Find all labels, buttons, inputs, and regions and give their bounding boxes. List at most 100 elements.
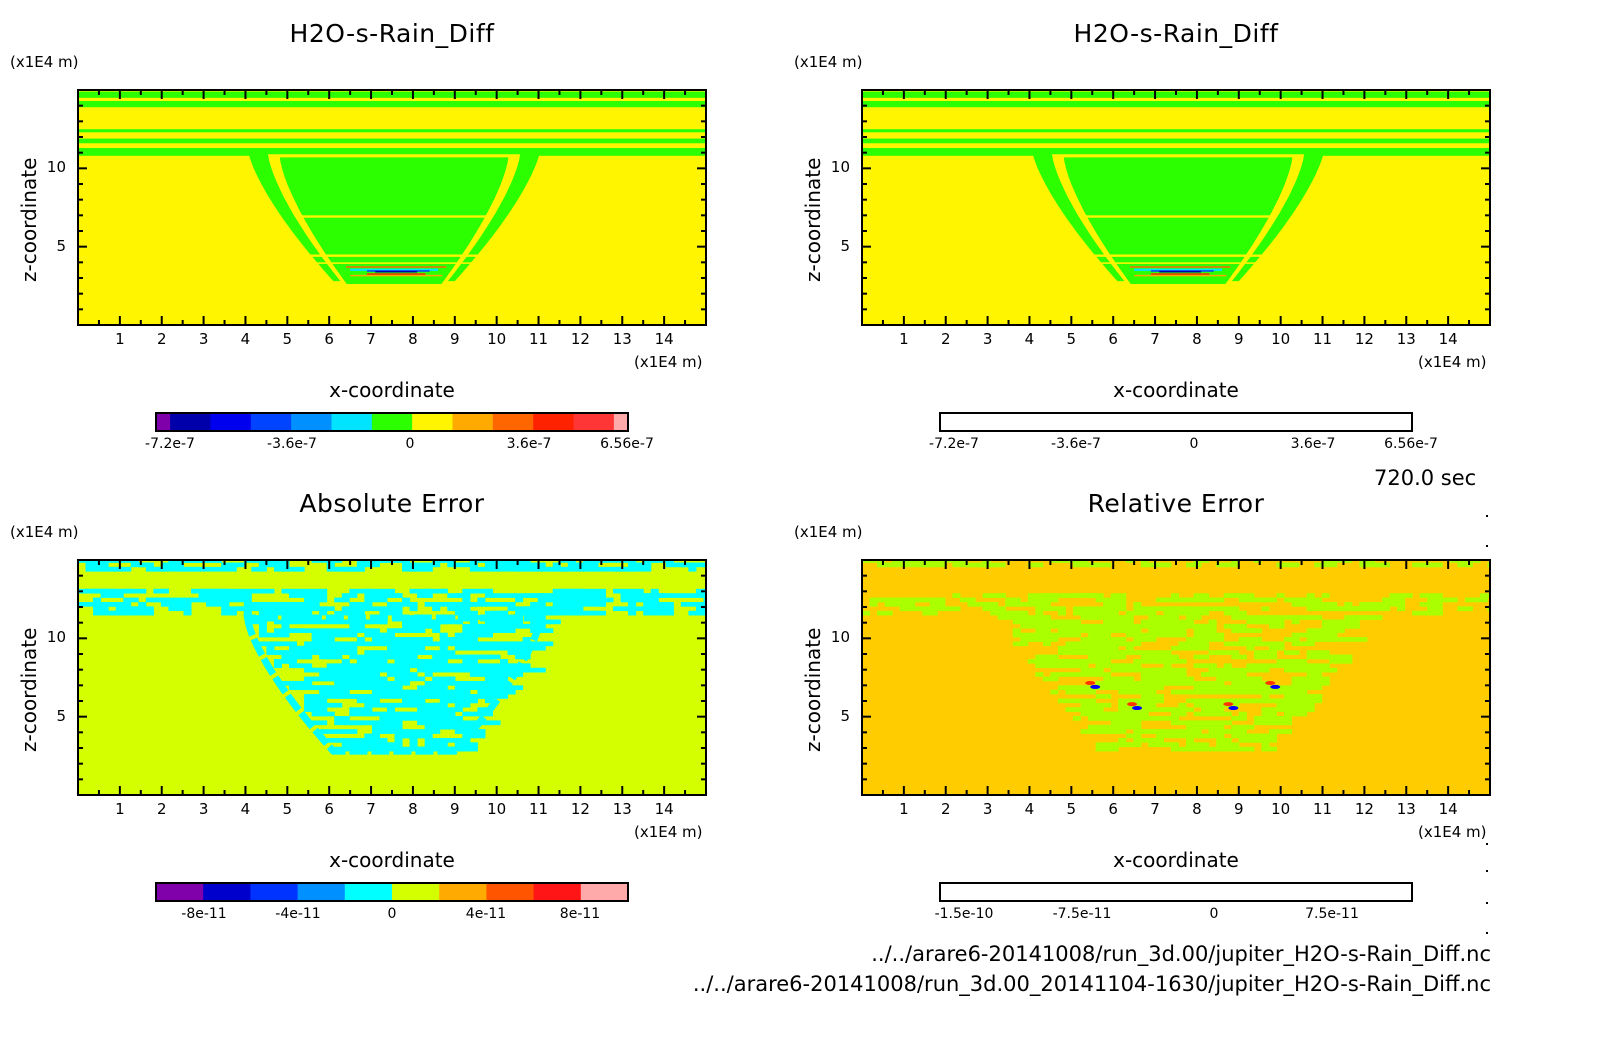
contour-cell bbox=[1073, 593, 1097, 598]
contour-cell bbox=[1080, 667, 1104, 673]
contour-cell bbox=[386, 707, 396, 712]
contour-cell bbox=[1133, 680, 1157, 686]
contour-cell bbox=[1140, 676, 1172, 682]
contour-cell bbox=[1073, 716, 1082, 721]
contour-cell bbox=[1073, 606, 1089, 612]
contour-cell bbox=[108, 601, 117, 607]
contour-cell bbox=[379, 659, 388, 664]
contour-cell bbox=[507, 560, 516, 563]
contour-cell bbox=[432, 654, 448, 660]
contour-cell bbox=[1208, 733, 1217, 739]
contour-cell bbox=[281, 588, 298, 594]
x-axis-unit: (x1E4 m) bbox=[634, 823, 703, 841]
contour-cell bbox=[432, 667, 441, 673]
contour-cell bbox=[665, 560, 674, 563]
contour-cell bbox=[1057, 645, 1066, 651]
contour-cell bbox=[695, 606, 706, 612]
contour-cell bbox=[1095, 641, 1104, 647]
x-tick-label: 14 bbox=[654, 330, 674, 348]
contour-cell bbox=[1193, 641, 1210, 647]
contour-cell bbox=[1035, 628, 1051, 633]
contour-cell bbox=[432, 707, 441, 712]
contour-cell bbox=[982, 593, 1006, 598]
contour-cell bbox=[1238, 711, 1247, 717]
contour-cell bbox=[213, 560, 222, 563]
contour-cell bbox=[1140, 619, 1149, 625]
contour-cell bbox=[1253, 560, 1262, 563]
contour-cell bbox=[1020, 623, 1036, 629]
plot-title: H2O-s-Rain_Diff bbox=[1073, 19, 1279, 48]
contour-cell bbox=[160, 588, 169, 594]
contour-cell bbox=[1261, 707, 1285, 712]
x-tick-label: 2 bbox=[156, 800, 167, 818]
contour-cell bbox=[221, 562, 245, 568]
contour-cell bbox=[1095, 694, 1112, 699]
contour-cell bbox=[1291, 641, 1315, 647]
y-tick-label: 10 bbox=[830, 158, 850, 177]
colorbar-label: 3.6e-7 bbox=[1290, 436, 1336, 452]
contour-cell bbox=[877, 562, 908, 568]
contour-cell bbox=[1306, 593, 1315, 598]
contour-cell bbox=[447, 680, 456, 686]
contour-cell bbox=[877, 610, 893, 616]
contour-cell bbox=[311, 694, 343, 699]
contour-cell bbox=[1125, 645, 1134, 651]
contour-band bbox=[78, 138, 706, 144]
contour-cell bbox=[477, 632, 486, 638]
x-axis-unit: (x1E4 m) bbox=[1418, 353, 1487, 371]
contour-cell bbox=[424, 588, 448, 594]
contour-cell bbox=[1314, 562, 1338, 568]
contour-cell bbox=[1246, 628, 1262, 633]
contour-cell bbox=[108, 593, 124, 598]
contour-cell bbox=[349, 623, 365, 629]
contour-cell bbox=[469, 729, 486, 734]
contour-cell bbox=[1118, 716, 1127, 721]
contour-cell bbox=[582, 588, 591, 594]
contour-cell bbox=[243, 610, 252, 616]
colorbar-frame bbox=[155, 412, 629, 432]
contour-cell bbox=[695, 562, 706, 568]
contour-cell bbox=[1118, 641, 1134, 647]
contour-field bbox=[78, 560, 706, 795]
contour-cell bbox=[454, 689, 471, 695]
contour-cell bbox=[379, 729, 388, 734]
contour-cell bbox=[417, 702, 441, 708]
contour-cell bbox=[1193, 711, 1217, 717]
contour-cell bbox=[236, 597, 252, 603]
contour-cell bbox=[100, 588, 132, 594]
contour-cell bbox=[1080, 659, 1089, 664]
contour-cell bbox=[1193, 606, 1210, 612]
contour-cell bbox=[959, 597, 969, 603]
contour-cell bbox=[1291, 663, 1300, 669]
contour-cell bbox=[379, 641, 388, 647]
contour-cell bbox=[1125, 610, 1157, 616]
contour-cell bbox=[326, 619, 358, 625]
contour-cell bbox=[1095, 729, 1119, 734]
contour-cell bbox=[515, 641, 539, 647]
y-axis-label: z-coordinate bbox=[801, 627, 825, 752]
x-tick-label: 1 bbox=[115, 330, 125, 348]
x-tick-label: 8 bbox=[1192, 800, 1202, 818]
contour-cell bbox=[1434, 606, 1443, 612]
contour-cell bbox=[1208, 597, 1225, 603]
contour-cell bbox=[1118, 702, 1127, 708]
contour-cell bbox=[1193, 733, 1210, 739]
contour-cell bbox=[1178, 711, 1187, 717]
contour-cell bbox=[1291, 615, 1323, 620]
file-path-1: ../../arare6-20141008/run_3d.00/jupiter_… bbox=[871, 942, 1491, 966]
contour-cell bbox=[500, 623, 524, 629]
x-tick-label: 6 bbox=[1108, 330, 1118, 348]
contour-cell bbox=[1201, 623, 1210, 629]
contour-cell bbox=[198, 588, 230, 594]
contour-cell bbox=[477, 645, 509, 651]
contour-cell bbox=[402, 654, 418, 660]
contour-cell bbox=[1216, 720, 1232, 726]
contour-cell bbox=[409, 588, 433, 594]
contour-cell bbox=[507, 562, 516, 568]
contour-cell bbox=[1268, 615, 1277, 620]
error-spot-positive bbox=[1085, 680, 1096, 685]
contour-cell bbox=[628, 566, 637, 572]
contour-cell bbox=[462, 597, 471, 603]
contour-cell bbox=[371, 632, 396, 638]
